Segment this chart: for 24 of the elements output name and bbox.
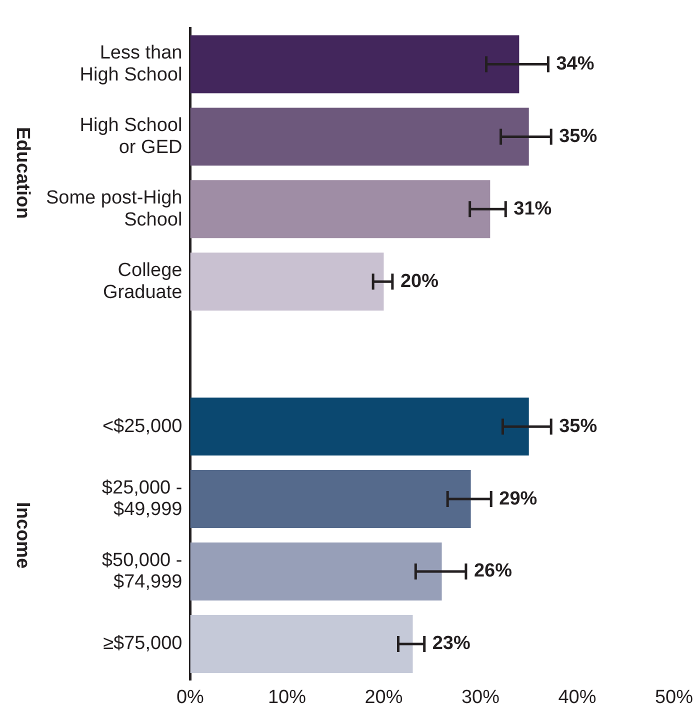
x-tick-label: 20%	[364, 686, 403, 708]
y-tick-label: ≥$75,000	[103, 633, 182, 654]
data-label: 35%	[559, 416, 598, 437]
data-label: 31%	[514, 198, 552, 220]
data-label: 35%	[559, 126, 598, 147]
text: Income	[12, 502, 33, 569]
y-tick-label: <$25,000	[102, 416, 182, 437]
data-label: 23%	[432, 633, 470, 654]
data-label: 26%	[474, 560, 512, 582]
data-label: 20%	[400, 270, 439, 292]
text: Education	[12, 127, 33, 219]
y-tick-label: High School or GED	[80, 115, 182, 158]
y-tick-label: $25,000 - $49,999	[102, 477, 182, 520]
y-tick-label: $50,000 - $74,999	[102, 550, 182, 593]
y-tick-label: Less than High School	[80, 42, 182, 86]
data-label: 29%	[499, 488, 538, 510]
x-tick-label: 40%	[558, 686, 596, 708]
data-label: 34%	[556, 53, 594, 74]
x-tick-label: 30%	[461, 686, 500, 708]
x-tick-label: 50%	[654, 686, 694, 708]
y-tick-label: Some post-High School	[46, 187, 182, 230]
y-tick-label: College Graduate	[102, 260, 182, 303]
x-tick-label: 0%	[176, 686, 204, 708]
x-tick-label: 10%	[268, 686, 306, 708]
